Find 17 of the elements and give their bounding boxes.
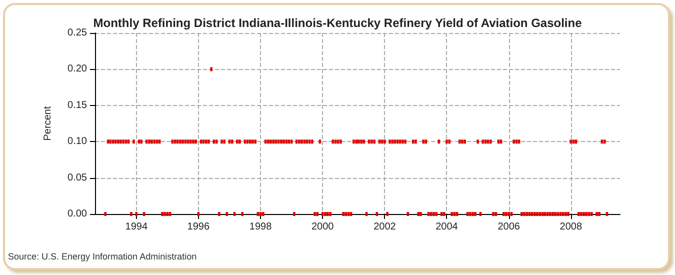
x-tick-label: 1996 [187,222,210,232]
y-axis-title: Percent [42,106,54,141]
x-tick-label: 1994 [125,222,148,232]
y-tick-label: 0.05 [68,172,88,184]
source-note: Source: U.S. Energy Information Administration [8,252,197,262]
y-tick-label: 0.00 [68,208,88,220]
y-tick-label: 0.20 [68,64,88,75]
y-tick-label: 0.10 [68,136,88,148]
x-tick-label: 2008 [560,222,582,232]
x-tick-label: 2006 [498,222,520,232]
x-tick-label: 1998 [249,222,272,232]
x-tick-label: 2004 [436,222,458,232]
x-tick-label: 2000 [311,222,334,232]
x-tick-label: 2002 [374,222,396,232]
chart-title: Monthly Refining District Indiana-Illinois-Kentucky Refinery Yield of Aviation Gasoline [93,16,582,30]
y-tick-label: 0.15 [68,100,88,111]
y-tick-label: 0.25 [68,28,88,38]
